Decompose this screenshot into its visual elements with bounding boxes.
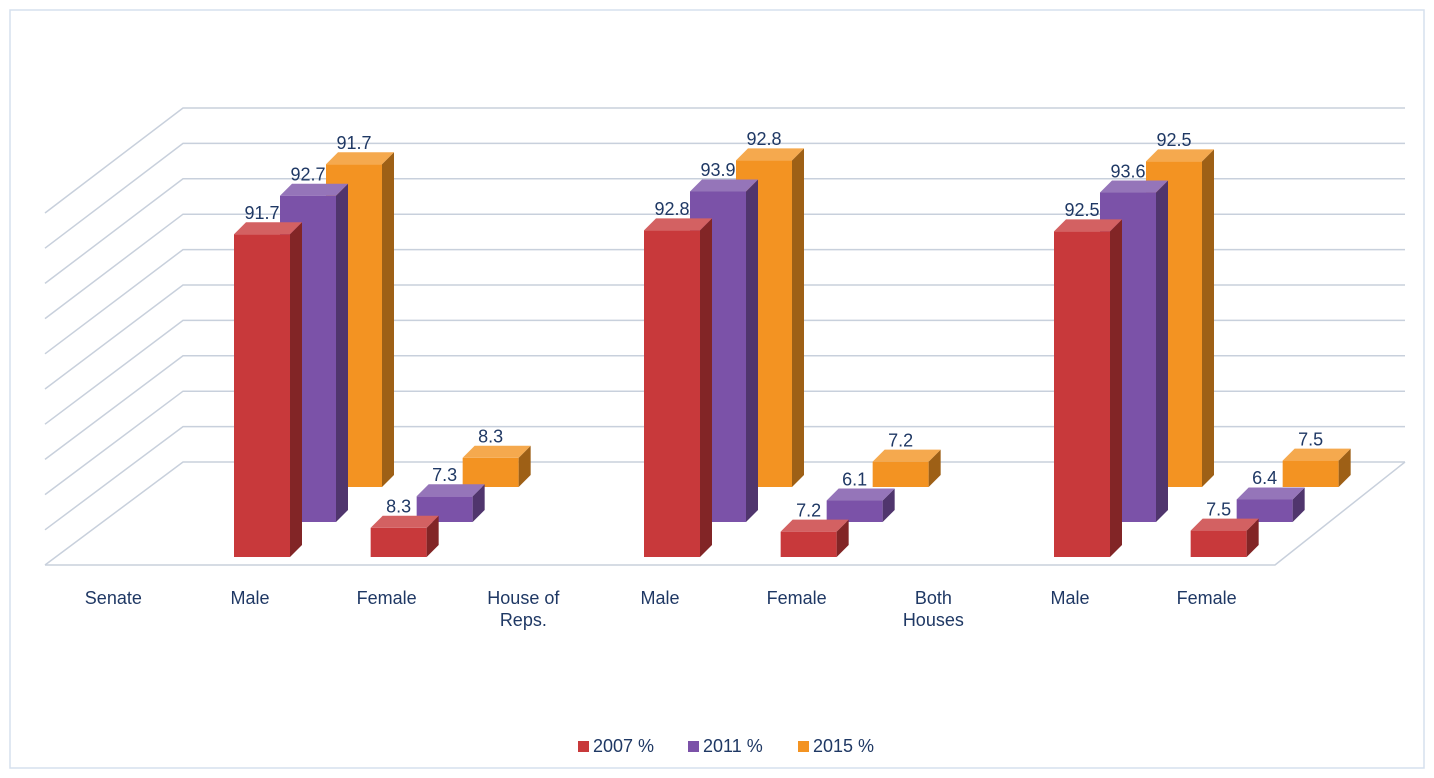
data-label: 7.2 <box>796 500 821 520</box>
bar-front <box>780 531 837 557</box>
bar-top <box>1146 149 1214 162</box>
bar-top <box>326 152 394 165</box>
bar-top <box>1190 518 1259 531</box>
grid-line <box>44 107 1405 214</box>
legend-label: 2007 % <box>593 736 654 756</box>
data-label: 91.7 <box>244 203 279 223</box>
data-label: 93.9 <box>700 160 735 180</box>
chart-frame <box>9 9 1425 769</box>
bar-side <box>792 148 804 487</box>
bar-side <box>290 222 302 557</box>
bar-side <box>1292 487 1305 522</box>
legend-label: 2015 % <box>813 736 874 756</box>
bar-front <box>462 457 519 487</box>
bar-front <box>872 461 929 487</box>
bar-top <box>234 222 302 235</box>
x-tick-label: Female <box>1176 588 1237 608</box>
bar-top <box>1236 487 1305 500</box>
bar-top <box>280 183 348 196</box>
floor-edge <box>45 461 1406 566</box>
grid-line <box>44 461 1405 566</box>
data-label: 8.3 <box>478 427 503 447</box>
bar-side <box>382 152 394 487</box>
data-label: 91.7 <box>336 133 371 153</box>
bar-front <box>1190 530 1247 557</box>
grid-line <box>44 319 1405 425</box>
bar-front <box>644 230 700 557</box>
data-label: 7.2 <box>888 430 913 450</box>
bar-side <box>700 218 712 557</box>
bar-front <box>1054 231 1110 557</box>
bar-top <box>1054 219 1122 232</box>
bar-top <box>1282 448 1351 461</box>
bar-side <box>882 488 895 522</box>
data-label: 6.1 <box>842 469 867 489</box>
bars: 91.7 92.7 91.7 8.3 7.3 8.3 92.8 93.9 92.8 7.2 6.1 7… <box>234 129 1351 557</box>
grid-line <box>44 390 1405 496</box>
data-label: 8.3 <box>386 497 411 517</box>
data-label: 92.8 <box>654 199 689 219</box>
legend-swatch <box>688 741 699 752</box>
data-label: 7.3 <box>432 465 457 485</box>
bar-front <box>826 500 883 522</box>
grid-line <box>44 355 1405 460</box>
x-tick-label: Senate <box>84 588 142 608</box>
bar-top <box>780 519 849 532</box>
x-tick-label: Both Houses <box>902 588 964 630</box>
bar-top <box>690 179 758 192</box>
bar-top <box>644 218 712 231</box>
grid-line <box>44 248 1405 355</box>
x-tick-label: Male <box>1050 588 1090 608</box>
bar-top <box>736 148 804 161</box>
grid-line <box>44 425 1405 531</box>
x-tick-label: Male <box>230 588 270 608</box>
grid-line <box>44 284 1405 390</box>
data-label: 7.5 <box>1206 499 1231 519</box>
data-label: 92.5 <box>1156 130 1191 150</box>
legend: 2007 % 2011 % 2015 % <box>578 736 874 756</box>
grid-line <box>44 142 1405 249</box>
bar-side <box>518 445 531 487</box>
bar-side <box>1202 149 1214 487</box>
bar-side <box>1156 180 1168 522</box>
x-tick-label: Female <box>356 588 417 608</box>
bar-front <box>1236 499 1293 522</box>
bar-side <box>928 449 941 487</box>
data-label: 7.5 <box>1298 429 1323 449</box>
data-label: 92.7 <box>290 164 325 184</box>
bar-front <box>1282 460 1339 487</box>
x-tick-label: Female <box>766 588 827 608</box>
data-label: 92.8 <box>746 129 781 149</box>
bar-top <box>370 515 439 528</box>
x-tick-label: House of Reps. <box>487 588 560 630</box>
bar-front <box>234 234 290 557</box>
bar-side <box>1110 219 1122 557</box>
bar-side <box>1338 448 1351 487</box>
legend-label: 2011 % <box>703 736 763 756</box>
legend-swatch <box>578 741 589 752</box>
bar-side <box>746 179 758 523</box>
bar-side <box>336 183 348 523</box>
grid-line <box>44 213 1405 320</box>
bar-side <box>472 484 485 522</box>
bar-side <box>426 515 439 557</box>
legend-swatch <box>798 741 809 752</box>
bar-top <box>872 449 941 462</box>
grid <box>44 107 1405 566</box>
bar-top <box>1100 180 1168 193</box>
bar-side <box>836 519 849 557</box>
grid-line <box>44 178 1405 284</box>
bar-top <box>462 445 531 458</box>
bar-top <box>416 484 485 497</box>
bar-side <box>1246 518 1259 557</box>
data-label: 6.4 <box>1252 468 1277 488</box>
x-tick-label: Male <box>640 588 680 608</box>
data-label: 93.6 <box>1110 161 1145 181</box>
bar-top <box>826 488 895 501</box>
bar-front <box>370 527 427 557</box>
data-label: 92.5 <box>1064 200 1099 220</box>
